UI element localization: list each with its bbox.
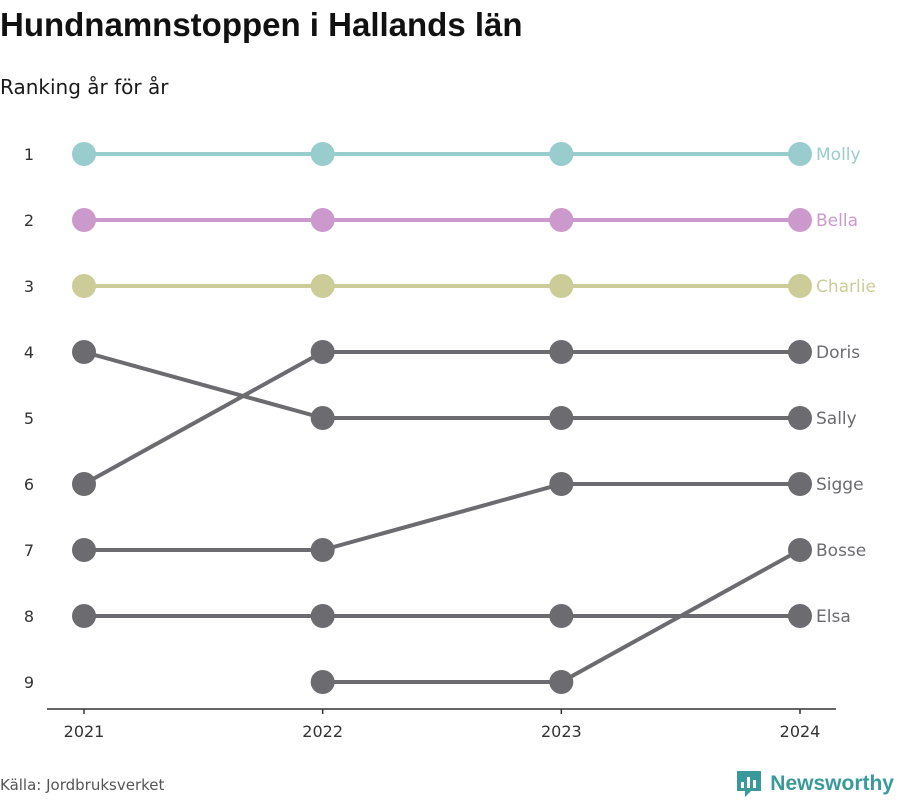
data-point-molly-2024	[788, 142, 812, 166]
data-point-elsa-2023	[549, 604, 574, 628]
y-tick-label-1: 1	[24, 145, 34, 164]
series-label-bosse: Bosse	[816, 541, 866, 561]
data-point-doris-2022	[310, 340, 335, 364]
source-note: Källa: Jordbruksverket	[0, 776, 165, 794]
series-label-sally: Sally	[816, 409, 857, 429]
data-point-bella-2024	[788, 208, 812, 232]
y-tick-label-9: 9	[24, 673, 34, 692]
brand-logo: Newsworthy	[736, 770, 894, 798]
data-point-bosse-2023	[549, 670, 574, 694]
series-label-elsa: Elsa	[816, 607, 851, 627]
series-label-sigge: Sigge	[816, 475, 864, 495]
y-tick-label-2: 2	[24, 211, 34, 230]
series-label-charlie: Charlie	[816, 277, 876, 297]
x-tick-label-2024: 2024	[780, 722, 821, 741]
data-point-sigge-2022	[310, 538, 335, 562]
x-tick-label-2022: 2022	[302, 722, 343, 741]
y-tick-label-8: 8	[24, 607, 34, 626]
data-point-sally-2024	[788, 406, 812, 430]
chart-title: Hundnamnstoppen i Hallands län	[0, 6, 523, 43]
data-point-sigge-2021	[72, 538, 96, 562]
data-point-sally-2023	[549, 406, 574, 430]
y-tick-label-7: 7	[24, 541, 34, 560]
data-point-sally-2021	[72, 340, 96, 364]
y-tick-label-6: 6	[24, 475, 34, 494]
data-point-molly-2022	[310, 142, 335, 166]
chart-subtitle: Ranking år för år	[0, 75, 169, 99]
data-point-bosse-2022	[310, 670, 335, 694]
bar-chart-logo-icon	[737, 771, 762, 797]
data-point-doris-2024	[788, 340, 812, 364]
x-tick-label-2021: 2021	[64, 722, 105, 741]
series-line-sigge-1	[320, 482, 564, 552]
series-label-molly: Molly	[816, 145, 861, 165]
data-point-charlie-2022	[310, 274, 335, 298]
y-tick-label-3: 3	[24, 277, 34, 296]
brand-name: Newsworthy	[770, 772, 894, 795]
data-point-molly-2023	[549, 142, 574, 166]
series-line-sally-0	[82, 350, 325, 420]
data-point-bella-2021	[72, 208, 96, 232]
series-label-doris: Doris	[816, 343, 860, 363]
data-point-bella-2023	[549, 208, 574, 232]
data-point-molly-2021	[72, 142, 96, 166]
series-line-doris-0	[82, 350, 325, 486]
data-point-doris-2021	[72, 472, 96, 496]
data-point-charlie-2023	[549, 274, 574, 298]
data-point-elsa-2024	[788, 604, 812, 628]
data-point-bella-2022	[310, 208, 335, 232]
data-point-bosse-2024	[788, 538, 812, 562]
x-tick-label-2023: 2023	[541, 722, 582, 741]
data-point-sigge-2023	[549, 472, 574, 496]
data-point-elsa-2022	[310, 604, 335, 628]
data-point-sigge-2024	[788, 472, 812, 496]
data-point-sally-2022	[310, 406, 335, 430]
data-point-doris-2023	[549, 340, 574, 364]
y-tick-label-4: 4	[24, 343, 34, 362]
data-point-charlie-2021	[72, 274, 96, 298]
data-point-charlie-2024	[788, 274, 812, 298]
data-point-elsa-2021	[72, 604, 96, 628]
series-label-bella: Bella	[816, 211, 858, 231]
y-tick-label-5: 5	[24, 409, 34, 428]
